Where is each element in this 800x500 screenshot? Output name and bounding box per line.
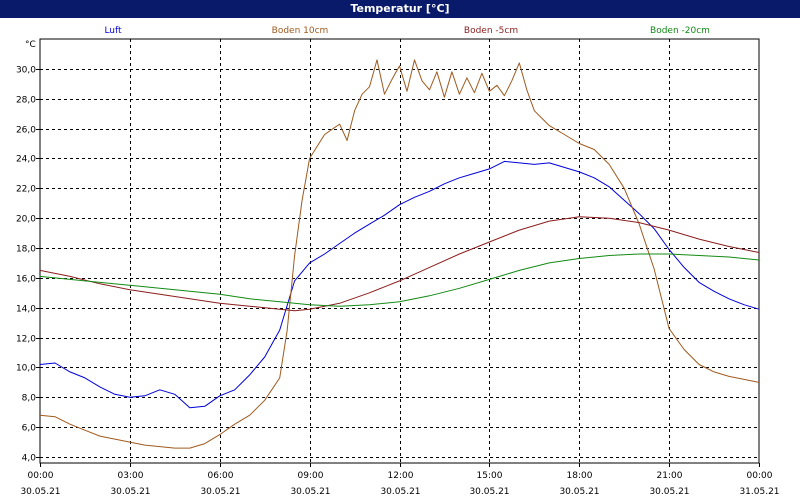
x-tick-time-label: 12:00: [388, 471, 414, 481]
series-line-luft: [39, 160, 760, 409]
y-tick-label: 26,0: [16, 126, 36, 136]
series-line-boden-10cm: [39, 59, 760, 449]
x-tick-date-label: 30.05.21: [110, 487, 150, 497]
y-tick-label: 20,0: [16, 215, 36, 225]
x-tick-time-label: 18:00: [567, 471, 593, 481]
grid-lines: [40, 39, 759, 463]
y-tick-label: 18,0: [16, 245, 36, 255]
y-tick-label: 10,0: [16, 364, 36, 374]
y-tick-label: 28,0: [16, 96, 36, 106]
plot-area: [39, 38, 760, 464]
legend: Luft Boden 10cm Boden -5cm Boden -20cm: [104, 26, 710, 36]
x-tick-time-label: 09:00: [298, 471, 324, 481]
legend-entry: Boden 10cm: [272, 26, 329, 36]
x-tick-date-label: 31.05.21: [739, 487, 779, 497]
y-tick-label: 16,0: [16, 275, 36, 285]
y-tick-label: 6,0: [22, 424, 37, 434]
y-tick-label: 30,0: [16, 66, 36, 76]
y-axis: °C 4,0 6,0 8,0 10,0 12,0 14,0 16,0 18,0 20,0 22,0…: [16, 40, 40, 464]
legend-entry: Luft: [104, 26, 122, 36]
chart-title: Temperatur [°C]: [0, 0, 800, 18]
x-tick-time-label: 00:00: [747, 471, 773, 481]
x-tick-date-label: 30.05.21: [290, 487, 330, 497]
x-tick-date-label: 30.05.21: [20, 487, 60, 497]
y-tick-label: 12,0: [16, 335, 36, 345]
y-axis-unit-label: °C: [25, 40, 36, 50]
x-axis: 00:00 30.05.21 03:00 30.05.21 06:00 30.05.21 0…: [20, 463, 780, 497]
x-tick-date-label: 30.05.21: [559, 487, 599, 497]
series-layer: [39, 59, 760, 449]
x-tick-date-label: 30.05.21: [469, 487, 509, 497]
x-tick-time-label: 21:00: [657, 471, 683, 481]
y-tick-label: 4,0: [22, 454, 37, 464]
x-tick-date-label: 30.05.21: [649, 487, 689, 497]
y-tick-label: 22,0: [16, 185, 36, 195]
x-tick-time-label: 06:00: [208, 471, 234, 481]
x-tick-time-label: 00:00: [28, 471, 54, 481]
x-tick-date-label: 30.05.21: [380, 487, 420, 497]
y-tick-label: 14,0: [16, 305, 36, 315]
x-tick-date-label: 30.05.21: [200, 487, 240, 497]
legend-entry: Boden -20cm: [650, 26, 710, 36]
y-tick-label: 8,0: [22, 394, 37, 404]
legend-entry: Boden -5cm: [464, 26, 518, 36]
x-tick-time-label: 15:00: [477, 471, 503, 481]
y-tick-label: 24,0: [16, 155, 36, 165]
series-line-boden-20cm: [39, 253, 760, 307]
x-tick-time-label: 03:00: [118, 471, 144, 481]
series-line-boden-5cm: [39, 216, 760, 312]
